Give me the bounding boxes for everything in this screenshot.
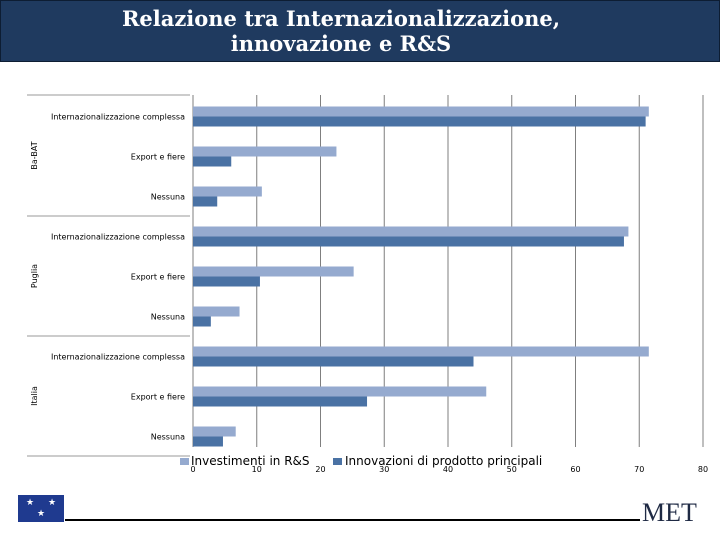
page-title-line-1: Relazione tra Internazionalizzazione, [121, 6, 561, 31]
category-label: Export e fiere [131, 153, 185, 162]
bar-innov-2-2 [193, 436, 223, 447]
category-label: Nessuna [151, 433, 185, 442]
legend-label-innov: Innovazioni di prodotto principali [345, 454, 542, 468]
bar-innov-1-0 [193, 236, 624, 247]
category-label: Internazionalizzazione complessa [51, 113, 185, 122]
x-tick-label: 80 [698, 465, 708, 474]
bar-innov-1-1 [193, 276, 260, 287]
category-label: Export e fiere [131, 393, 185, 402]
bar-rs-2-0 [193, 346, 649, 357]
bar-innov-2-0 [193, 356, 474, 367]
x-tick-label: 0 [190, 465, 195, 474]
bar-chart: Internazionalizzazione complessa Export e… [27, 94, 708, 474]
bar-innov-0-1 [193, 156, 232, 167]
x-tick-label: 30 [379, 465, 389, 474]
x-tick-label: 20 [315, 465, 325, 474]
x-tick-label: 50 [507, 465, 517, 474]
group-label: Ba-BAT [30, 141, 39, 169]
title-bar: Relazione tra Internazionalizzazione, in… [0, 0, 720, 62]
bar-innov-2-1 [193, 396, 368, 407]
bar-rs-2-2 [193, 426, 236, 437]
bar-innov-0-2 [193, 196, 218, 207]
page-title: Relazione tra Internazionalizzazione, in… [1, 6, 681, 56]
bar-rs-1-1 [193, 266, 354, 277]
legend-swatch-innov [333, 458, 342, 465]
bar-rs-0-1 [193, 146, 337, 157]
bar-innov-1-2 [193, 316, 211, 327]
x-tick-label: 40 [443, 465, 453, 474]
x-tick-label: 70 [634, 465, 644, 474]
x-tick-label: 60 [570, 465, 580, 474]
bar-rs-1-0 [193, 226, 629, 237]
page-title-line-2: innovazione e R&S [230, 31, 452, 56]
x-tick-label: 10 [252, 465, 262, 474]
bar-rs-0-2 [193, 186, 262, 197]
bar-innov-0-0 [193, 116, 646, 127]
category-label: Internazionalizzazione complessa [51, 233, 185, 242]
category-label: Internazionalizzazione complessa [51, 353, 185, 362]
bar-rs-1-2 [193, 306, 240, 317]
group-label: Italia [30, 386, 39, 406]
eu-flag-icon: ★ ★ ★ [18, 495, 64, 522]
bar-rs-0-0 [193, 106, 649, 117]
met-logo: MET [642, 498, 697, 527]
category-label: Nessuna [151, 193, 185, 202]
category-label: Export e fiere [131, 273, 185, 282]
legend-swatch-rs [180, 458, 189, 465]
bar-rs-2-1 [193, 386, 487, 397]
footer-divider [65, 519, 640, 521]
category-label: Nessuna [151, 313, 185, 322]
group-label: Puglia [30, 264, 39, 288]
legend-label-rs: Investimenti in R&S [191, 454, 310, 468]
